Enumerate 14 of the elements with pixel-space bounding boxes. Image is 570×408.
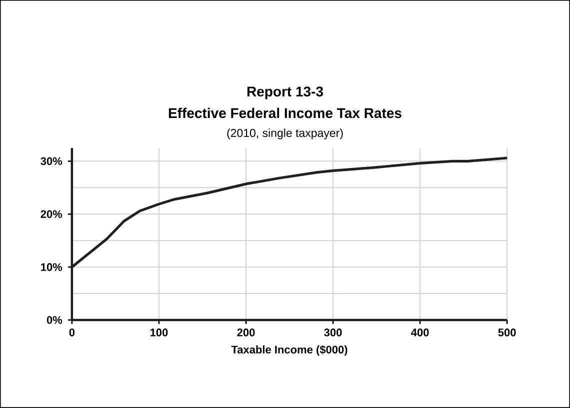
y-tick-label: 0%	[46, 316, 62, 324]
x-tick-label: 400	[411, 328, 429, 336]
chart-subtitle: Effective Federal Income Tax Rates	[168, 108, 402, 118]
x-tick-label: 300	[324, 328, 342, 336]
text: (2010, single taxpayer)	[227, 128, 343, 140]
x-tick-label: 100	[150, 328, 168, 336]
y-tick-label: 20%	[40, 210, 62, 218]
x-tick-label: 0	[69, 328, 75, 336]
y-tick-label: 30%	[40, 157, 62, 166]
x-axis-title: Taxable Income ($000)	[231, 345, 348, 356]
y-tick-label: 10%	[41, 263, 62, 271]
x-tick-label: 200	[237, 328, 255, 336]
x-tick-label: 500	[498, 328, 516, 336]
chart-title: Report 13-3	[247, 86, 323, 100]
